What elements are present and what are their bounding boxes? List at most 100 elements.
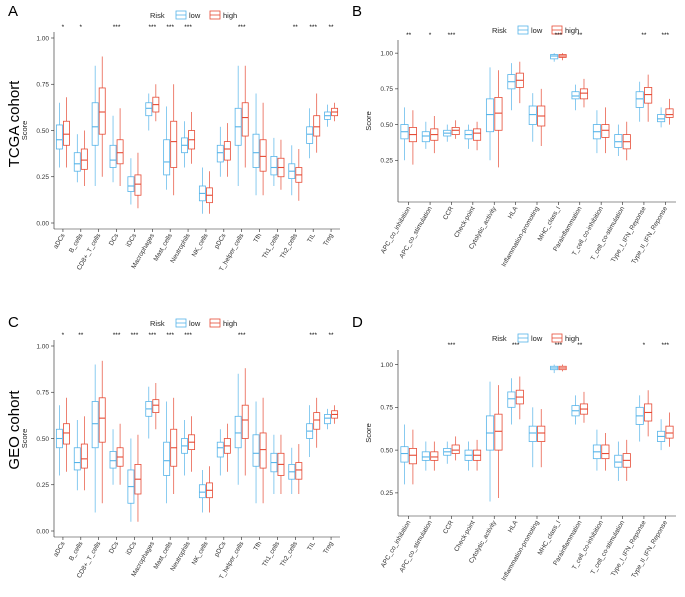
box-high — [259, 397, 267, 504]
significance-label: *** — [555, 342, 563, 349]
box-high — [63, 97, 70, 168]
box-high — [80, 416, 88, 491]
box-low — [592, 110, 601, 154]
significance-label: ** — [293, 24, 299, 31]
box-low — [443, 441, 452, 464]
box-low — [181, 121, 188, 168]
y-axis-label: Score — [20, 429, 29, 449]
box-high — [537, 88, 546, 146]
y-tick-label: 1.00 — [36, 35, 49, 42]
box-low — [127, 158, 135, 205]
box-low — [288, 145, 296, 196]
box-high — [134, 152, 142, 209]
cohort-label-tcga: TCGA cohort — [6, 80, 23, 168]
box-high — [313, 93, 321, 153]
box-high — [206, 466, 213, 513]
significance-label: ** — [641, 32, 647, 39]
panel-A: A Risk low high Score 0.00 0.25 0.50 0.75 1.00 aDC… — [8, 3, 340, 273]
significance-label: *** — [238, 332, 246, 339]
category-label: Inflammation-promoting — [501, 205, 541, 268]
category-label: B_cells — [68, 232, 85, 254]
category-label: Check-point — [453, 205, 477, 239]
box-low — [306, 108, 314, 159]
legend-entry-low: low — [189, 11, 201, 20]
box-low — [485, 381, 495, 502]
significance-label: *** — [512, 342, 520, 349]
category-label: Tfh — [253, 232, 264, 244]
legend-entry-high: high — [565, 26, 579, 35]
significance-label: *** — [166, 332, 174, 339]
y-tick-label: 0.00 — [36, 528, 49, 535]
box-low — [635, 395, 644, 442]
box-high — [537, 409, 546, 468]
box-high — [622, 439, 631, 481]
category-label: Inflammation-promoting — [501, 519, 541, 582]
box-low — [145, 93, 153, 131]
significance-label: ** — [329, 332, 335, 339]
significance-label: ** — [577, 342, 583, 349]
panel-letter: B — [352, 3, 362, 20]
box-high — [152, 84, 160, 122]
significance-label: *** — [662, 342, 670, 349]
box-low — [443, 124, 452, 142]
box-high — [579, 78, 589, 108]
box-low — [198, 469, 206, 513]
cohort-label-geo: GEO cohort — [6, 390, 23, 470]
significance-label: *** — [113, 24, 121, 31]
y-tick-label: 0.50 — [36, 128, 49, 135]
category-label: aDCs — [52, 232, 67, 250]
box-high — [241, 368, 249, 476]
y-tick-label: 0.25 — [36, 482, 49, 489]
y-tick-label: 0.00 — [36, 220, 49, 227]
legend: Risk low high — [150, 10, 237, 20]
y-tick-label: 0.50 — [380, 122, 393, 129]
box-high — [223, 123, 231, 177]
box-high — [188, 416, 196, 472]
y-tick-label: 0.75 — [36, 390, 49, 397]
box-high — [170, 397, 178, 494]
box-low — [127, 438, 135, 522]
significance-label: *** — [113, 332, 121, 339]
box-high — [259, 102, 267, 196]
category-label: DCs — [108, 232, 121, 247]
box-low — [571, 395, 580, 425]
box-high — [295, 444, 303, 494]
y-axis-label: Score — [364, 111, 373, 131]
box-low — [485, 67, 495, 161]
box-high — [170, 84, 178, 196]
category-label: NK_cells — [191, 232, 210, 258]
box-low — [400, 424, 409, 485]
box-low — [324, 408, 331, 430]
box-high — [473, 439, 482, 471]
significance-label: *** — [131, 332, 139, 339]
significance-label: *** — [184, 24, 192, 31]
significance-label: ** — [329, 24, 335, 31]
legend-entry-low: low — [189, 319, 201, 328]
box-high — [331, 405, 339, 424]
box-low — [421, 441, 430, 471]
box-low — [528, 407, 537, 468]
category-label: Tfh — [253, 540, 264, 552]
y-tick-label: 1.00 — [36, 343, 49, 350]
box-high — [430, 116, 439, 154]
box-low — [55, 102, 63, 168]
category-label: iDCs — [125, 232, 138, 248]
legend: Risk low high — [150, 318, 237, 328]
significance-label: *** — [555, 32, 563, 39]
category-label: DCs — [108, 540, 121, 555]
box-low — [163, 106, 171, 190]
box-high — [188, 112, 196, 164]
panel-letter: A — [8, 3, 18, 20]
box-low — [657, 419, 666, 451]
box-high — [313, 397, 321, 448]
box-high — [665, 98, 674, 125]
significance-label: *** — [166, 24, 174, 31]
category-label: TIL — [306, 232, 317, 244]
y-tick-label: 0.25 — [380, 158, 393, 165]
box-low — [464, 124, 473, 149]
box-low — [571, 84, 580, 111]
box-low — [109, 429, 117, 485]
box-high — [644, 390, 653, 437]
